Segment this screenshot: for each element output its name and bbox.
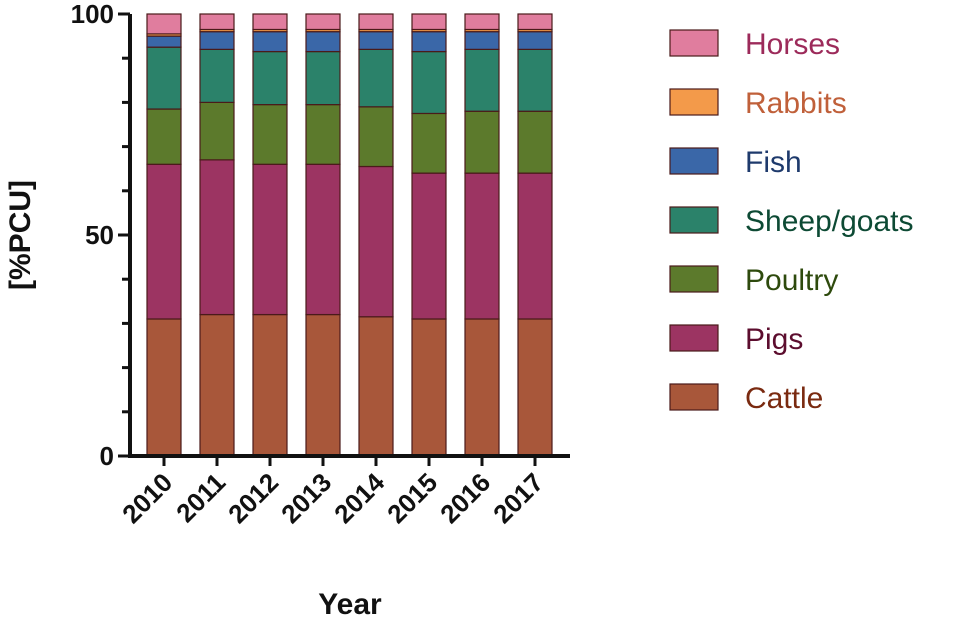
legend-label-fish: Fish bbox=[745, 146, 802, 179]
bar-segment-poultry-2012 bbox=[252, 104, 288, 165]
bar-segment-fish-2010 bbox=[146, 35, 182, 48]
legend-label-sheep-goats: Sheep/goats bbox=[745, 205, 913, 238]
legend-swatch-pigs bbox=[669, 324, 719, 352]
bar-segment-pigs-2010 bbox=[146, 163, 182, 320]
bar-segment-sheep-goats-2015 bbox=[411, 50, 447, 115]
legend-swatch-horses bbox=[669, 29, 719, 57]
bar-segment-sheep-goats-2012 bbox=[252, 50, 288, 106]
y-axis-title: [%PCU] bbox=[4, 180, 37, 290]
bar-segment-poultry-2016 bbox=[464, 110, 500, 174]
bar-segment-fish-2014 bbox=[358, 31, 394, 50]
bar-segment-sheep-goats-2013 bbox=[305, 50, 341, 106]
bar-segment-sheep-goats-2016 bbox=[464, 48, 500, 112]
axes-layer bbox=[128, 14, 570, 458]
bar-segment-poultry-2013 bbox=[305, 104, 341, 165]
x-tick-label: 2017 bbox=[487, 467, 549, 529]
bar-segment-poultry-2011 bbox=[199, 101, 235, 161]
legend-swatch-sheep-goats bbox=[669, 206, 719, 234]
bar-segment-horses-2011 bbox=[199, 13, 235, 31]
bar-segment-horses-2010 bbox=[146, 13, 182, 35]
bar-segment-sheep-goats-2017 bbox=[517, 48, 553, 112]
bar-segment-horses-2015 bbox=[411, 13, 447, 31]
bar-segment-fish-2017 bbox=[517, 31, 553, 50]
bar-segment-cattle-2012 bbox=[252, 313, 288, 457]
bar-segment-fish-2012 bbox=[252, 31, 288, 53]
legend-label-rabbits: Rabbits bbox=[745, 87, 847, 120]
bar-segment-fish-2015 bbox=[411, 31, 447, 53]
legend-swatch-fish bbox=[669, 147, 719, 175]
bar-segment-poultry-2014 bbox=[358, 106, 394, 168]
bar-segment-poultry-2010 bbox=[146, 108, 182, 165]
bar-segment-pigs-2012 bbox=[252, 163, 288, 316]
bar-segment-horses-2014 bbox=[358, 13, 394, 31]
bar-segment-horses-2012 bbox=[252, 13, 288, 31]
bar-segment-poultry-2015 bbox=[411, 112, 447, 174]
y-tick-label: 100 bbox=[71, 0, 114, 29]
x-tick-label: 2011 bbox=[170, 467, 231, 528]
bar-segment-pigs-2016 bbox=[464, 172, 500, 320]
y-tick-label: 50 bbox=[85, 220, 114, 250]
legend-label-poultry: Poultry bbox=[745, 264, 838, 297]
bar-segment-cattle-2017 bbox=[517, 318, 553, 457]
bar-segment-horses-2017 bbox=[517, 13, 553, 31]
x-tick-label: 2015 bbox=[381, 467, 443, 529]
x-tick-label: 2012 bbox=[222, 467, 284, 529]
bar-segment-horses-2016 bbox=[464, 13, 500, 31]
bars-layer bbox=[146, 13, 553, 457]
legend-label-cattle: Cattle bbox=[745, 382, 823, 415]
y-tick-label: 0 bbox=[100, 441, 114, 471]
bar-segment-cattle-2013 bbox=[305, 313, 341, 457]
bar-segment-horses-2013 bbox=[305, 13, 341, 31]
bar-segment-pigs-2011 bbox=[199, 159, 235, 316]
legend-label-pigs: Pigs bbox=[745, 323, 803, 356]
bar-segment-fish-2013 bbox=[305, 31, 341, 53]
legend: Horses Rabbits Fish Sheep/goats Poultry Pigs C… bbox=[669, 28, 913, 415]
bar-segment-cattle-2014 bbox=[358, 316, 394, 457]
bar-segment-pigs-2014 bbox=[358, 165, 394, 318]
legend-label-horses: Horses bbox=[745, 28, 840, 61]
bar-segment-pigs-2015 bbox=[411, 172, 447, 320]
x-axis-title: Year bbox=[318, 588, 382, 619]
bar-segment-sheep-goats-2014 bbox=[358, 48, 394, 108]
bar-segment-cattle-2016 bbox=[464, 318, 500, 457]
legend-swatch-rabbits bbox=[669, 88, 719, 116]
bar-segment-poultry-2017 bbox=[517, 110, 553, 174]
legend-swatch-cattle bbox=[669, 383, 719, 411]
x-tick-label: 2013 bbox=[275, 467, 337, 529]
bar-segment-pigs-2013 bbox=[305, 163, 341, 316]
bar-segment-pigs-2017 bbox=[517, 172, 553, 320]
bar-segment-cattle-2015 bbox=[411, 318, 447, 457]
bar-segment-sheep-goats-2011 bbox=[199, 48, 235, 104]
x-tick-label: 2014 bbox=[328, 467, 390, 529]
x-tick-label: 2016 bbox=[434, 467, 496, 529]
bar-segment-cattle-2011 bbox=[199, 313, 235, 457]
bar-segment-cattle-2010 bbox=[146, 318, 182, 457]
legend-swatch-poultry bbox=[669, 265, 719, 293]
bar-segment-sheep-goats-2010 bbox=[146, 46, 182, 110]
x-tick-label: 2010 bbox=[116, 467, 178, 529]
bar-segment-fish-2016 bbox=[464, 31, 500, 50]
bar-segment-fish-2011 bbox=[199, 31, 235, 50]
